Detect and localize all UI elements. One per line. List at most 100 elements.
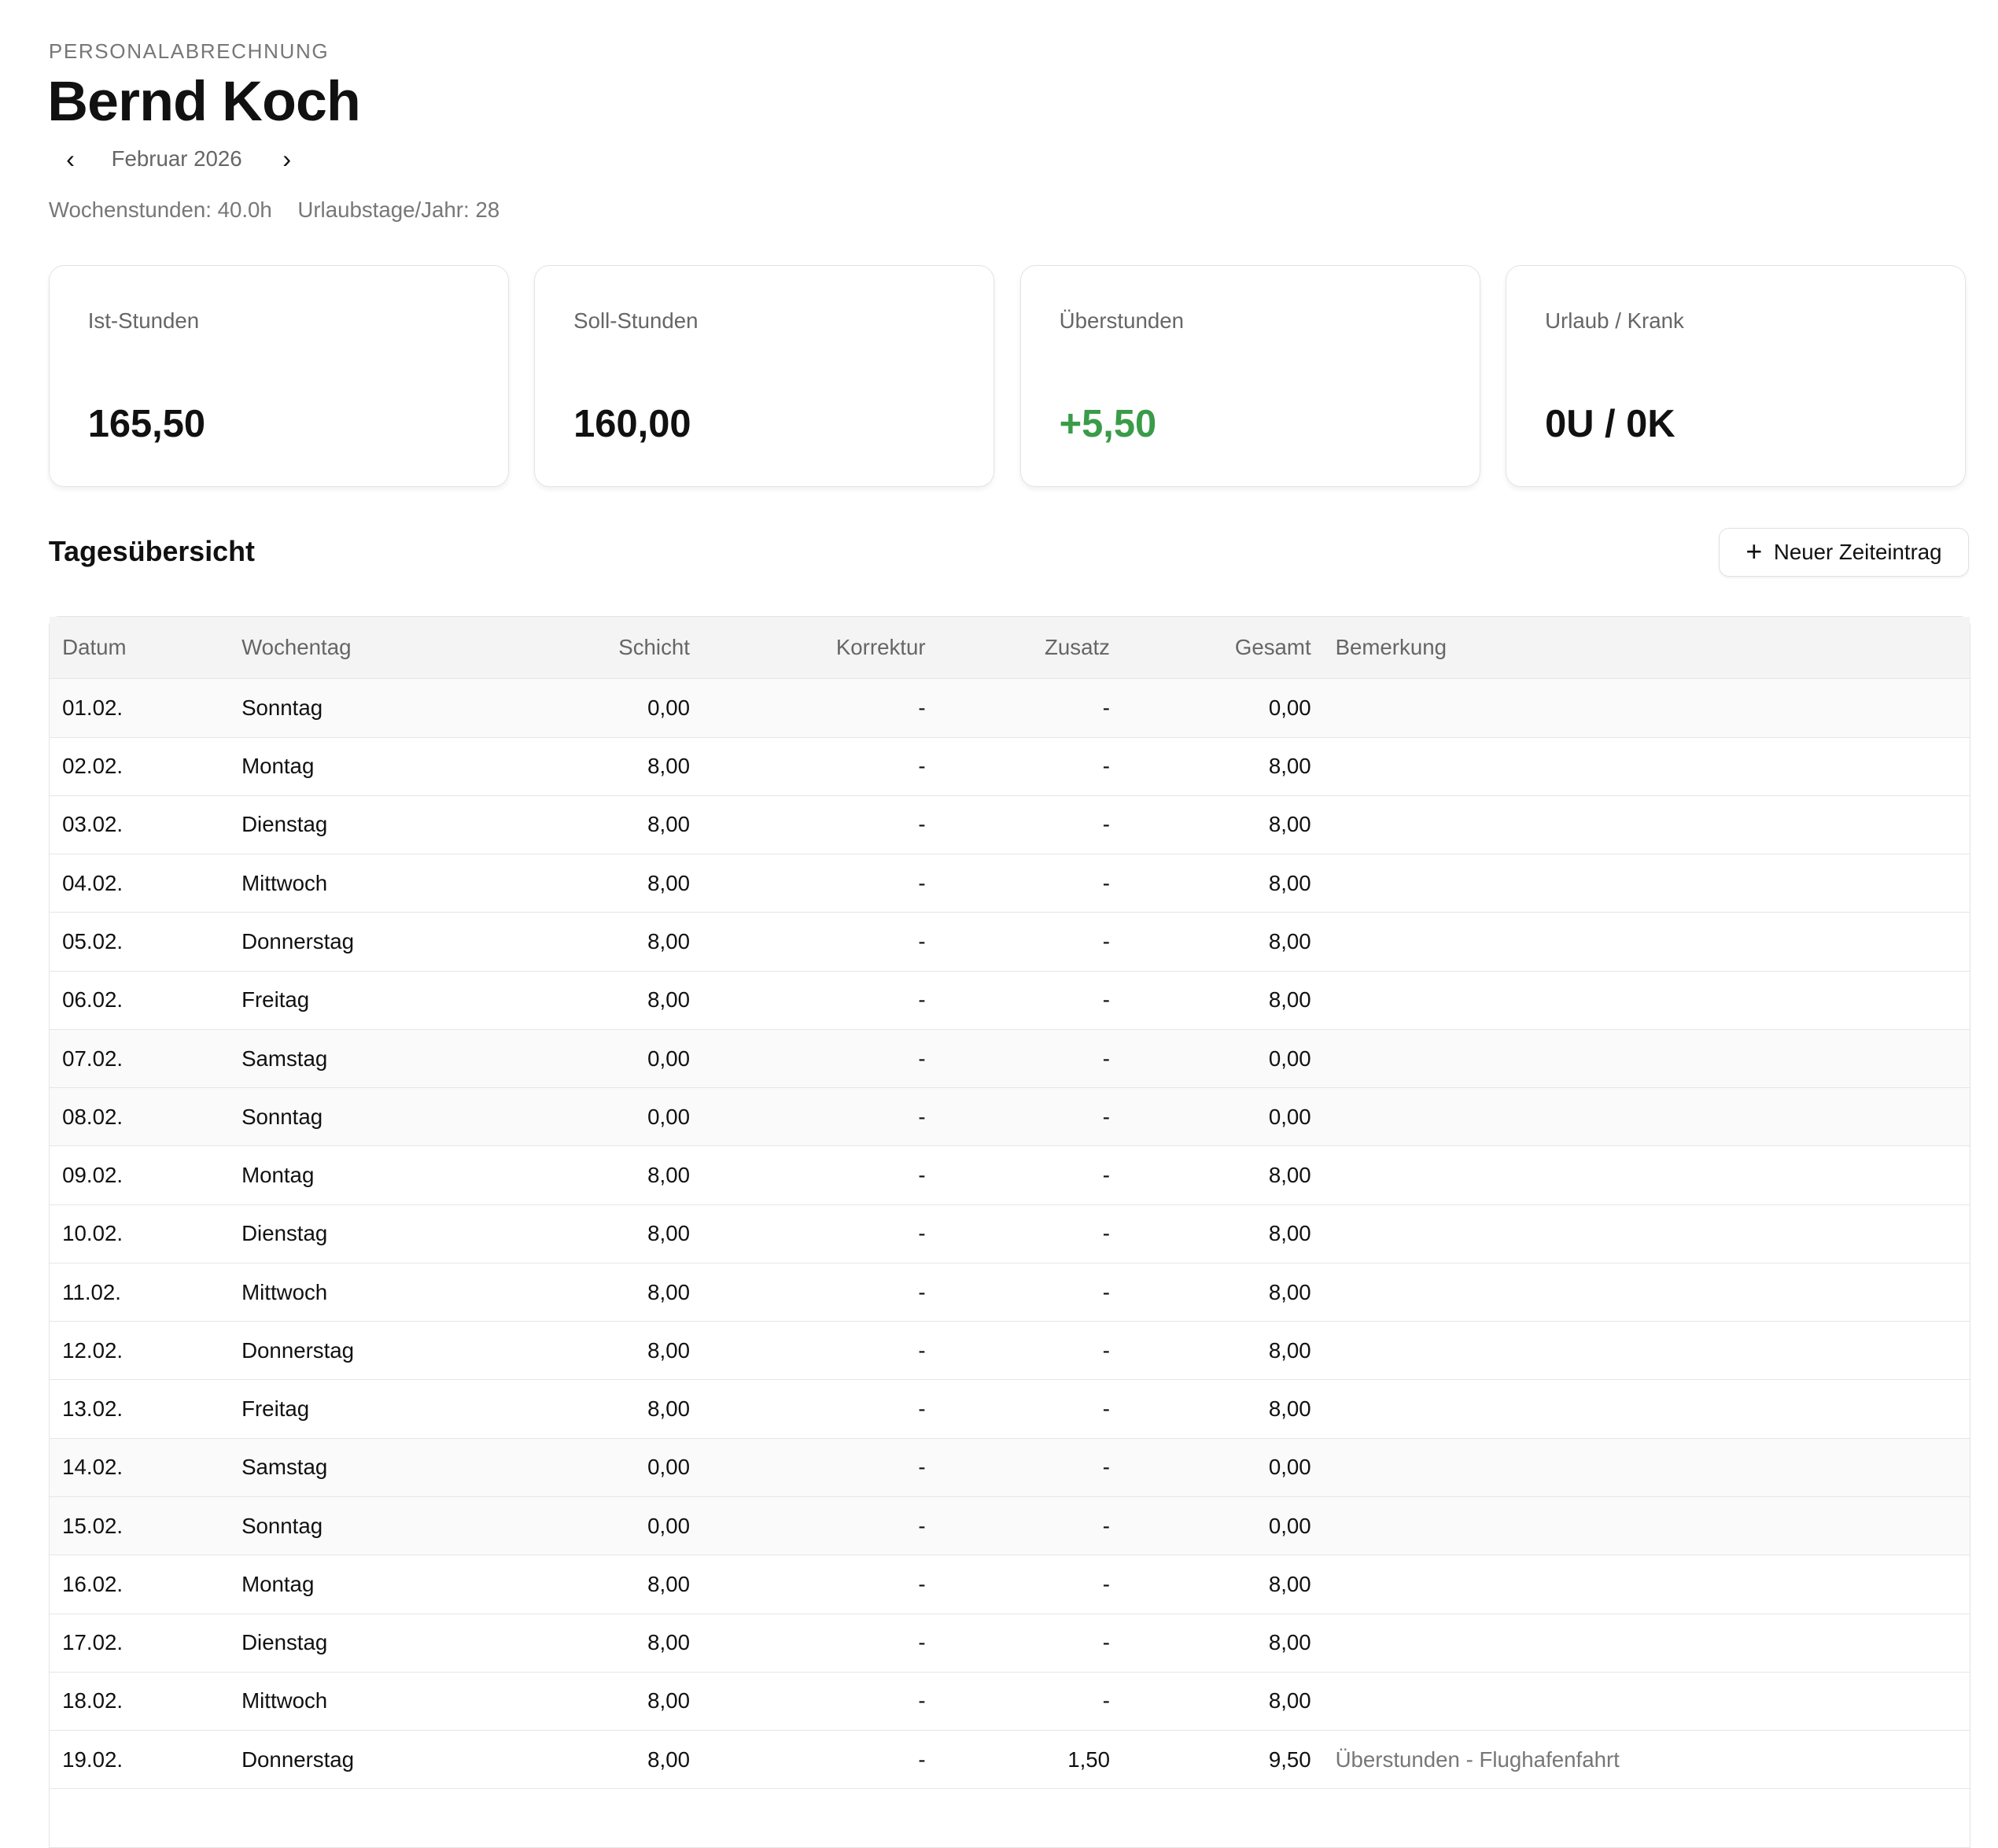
- chevron-left-icon[interactable]: ‹: [66, 144, 75, 173]
- cell-wochentag: Montag: [241, 754, 315, 779]
- column-header[interactable]: Bemerkung: [1335, 635, 1447, 660]
- table-row[interactable]: 03.02. Dienstag 8,00 - - 8,00: [49, 796, 1970, 855]
- column-header[interactable]: Korrektur: [835, 635, 926, 660]
- cell-wochentag: Mittwoch: [241, 870, 328, 895]
- cell-schicht: 8,00: [647, 754, 690, 779]
- cell-wochentag: Montag: [241, 1571, 315, 1596]
- table-header: Datum Wochentag Schicht Korrektur Zusatz Gesa…: [49, 617, 1970, 680]
- table-row[interactable]: 02.02. Montag 8,00 - - 8,00: [49, 738, 1970, 796]
- cell-datum: 07.02.: [62, 1046, 123, 1071]
- table-row[interactable]: 14.02. Samstag 0,00 - - 0,00: [49, 1438, 1970, 1498]
- cell-zusatz: -: [1102, 1046, 1111, 1071]
- table-row[interactable]: 13.02. Freitag 8,00 - - 8,00: [49, 1380, 1970, 1439]
- cell-datum: 05.02.: [62, 928, 123, 954]
- column-header[interactable]: Zusatz: [1045, 635, 1111, 660]
- vacation-days: Urlaubstage/Jahr: 28: [297, 197, 500, 222]
- cell-schicht: 8,00: [647, 870, 690, 895]
- cell-zusatz: -: [1102, 1279, 1111, 1304]
- cell-gesamt: 8,00: [1268, 812, 1311, 837]
- table-row[interactable]: 04.02. Mittwoch 8,00 - - 8,00: [49, 854, 1970, 913]
- cell-gesamt: 9,50: [1268, 1747, 1311, 1772]
- cell-datum: 02.02.: [62, 754, 123, 779]
- table-row[interactable]: 19.02. Donnerstag 8,00 - 1,50 9,50 Überstunden…: [49, 1731, 1970, 1790]
- table-row[interactable]: 09.02. Montag 8,00 - - 8,00: [49, 1146, 1970, 1205]
- table-row[interactable]: 17.02. Dienstag 8,00 - - 8,00: [49, 1614, 1970, 1673]
- cell-zusatz: -: [1102, 1688, 1111, 1713]
- cell-schicht: 8,00: [647, 987, 690, 1013]
- cell-wochentag: Dienstag: [241, 1221, 328, 1246]
- cell-korrektur: -: [918, 1279, 926, 1304]
- cell-gesamt: 8,00: [1268, 987, 1311, 1013]
- cell-schicht: 8,00: [647, 1337, 690, 1363]
- daily-table: Datum Wochentag Schicht Korrektur Zusatz Gesa…: [48, 616, 1970, 1848]
- cell-datum: 17.02.: [62, 1630, 123, 1655]
- cell-gesamt: 8,00: [1268, 1221, 1311, 1246]
- cell-wochentag: Dienstag: [241, 1630, 328, 1655]
- column-header[interactable]: Datum: [62, 635, 127, 660]
- cell-schicht: 0,00: [647, 1046, 690, 1071]
- cell-datum: 12.02.: [62, 1337, 123, 1363]
- cell-datum: 13.02.: [62, 1396, 123, 1422]
- cell-schicht: 8,00: [647, 1688, 690, 1713]
- cell-gesamt: 8,00: [1268, 754, 1311, 779]
- cell-datum: 01.02.: [62, 695, 123, 720]
- cell-zusatz: -: [1102, 928, 1111, 954]
- cell-wochentag: Donnerstag: [241, 1337, 355, 1363]
- table-row[interactable]: 11.02. Mittwoch 8,00 - - 8,00: [49, 1263, 1970, 1322]
- cell-zusatz: -: [1102, 1455, 1111, 1480]
- cell-gesamt: 8,00: [1268, 1279, 1311, 1304]
- cell-zusatz: -: [1102, 1104, 1111, 1129]
- chevron-right-icon[interactable]: ›: [282, 144, 292, 173]
- cell-zusatz: -: [1102, 870, 1111, 895]
- cell-wochentag: Sonntag: [241, 695, 323, 720]
- card-urlaub-krank: Urlaub / Krank 0U / 0K: [1506, 265, 1967, 488]
- cell-zusatz: -: [1102, 1396, 1111, 1422]
- new-time-entry-button[interactable]: + Neuer Zeiteintrag: [1719, 527, 1969, 577]
- cell-zusatz: -: [1102, 812, 1111, 837]
- card-value: 0U / 0K: [1545, 402, 1675, 445]
- cell-zusatz: -: [1102, 987, 1111, 1013]
- column-header[interactable]: Schicht: [618, 635, 690, 660]
- column-header[interactable]: Gesamt: [1234, 635, 1311, 660]
- cell-gesamt: 8,00: [1268, 1571, 1311, 1596]
- cell-datum: 08.02.: [62, 1104, 123, 1129]
- cell-schicht: 0,00: [647, 1104, 690, 1129]
- cell-wochentag: Samstag: [241, 1046, 328, 1071]
- table-row[interactable]: 06.02. Freitag 8,00 - - 8,00: [49, 972, 1970, 1030]
- card-ist-stunden: Ist-Stunden 165,50: [48, 265, 509, 488]
- cell-korrektur: -: [918, 987, 926, 1013]
- table-row[interactable]: [49, 1789, 1970, 1848]
- cell-schicht: 8,00: [647, 1571, 690, 1596]
- eyebrow-label: PERSONALABRECHNUNG: [48, 39, 330, 64]
- cell-korrektur: -: [918, 1046, 926, 1071]
- cell-gesamt: 8,00: [1268, 928, 1311, 954]
- cell-wochentag: Dienstag: [241, 812, 328, 837]
- table-row[interactable]: 15.02. Sonntag 0,00 - - 0,00: [49, 1497, 1970, 1556]
- table-row[interactable]: 10.02. Dienstag 8,00 - - 8,00: [49, 1205, 1970, 1263]
- cell-wochentag: Montag: [241, 1163, 315, 1188]
- cell-gesamt: 0,00: [1268, 695, 1311, 720]
- cell-zusatz: -: [1102, 695, 1111, 720]
- cell-wochentag: Donnerstag: [241, 928, 355, 954]
- table-row[interactable]: 01.02. Sonntag 0,00 - - 0,00: [49, 679, 1970, 738]
- table-row[interactable]: 05.02. Donnerstag 8,00 - - 8,00: [49, 913, 1970, 972]
- table-row[interactable]: 16.02. Montag 8,00 - - 8,00: [49, 1555, 1970, 1614]
- button-label: Neuer Zeiteintrag: [1773, 539, 1942, 564]
- table-row[interactable]: 12.02. Donnerstag 8,00 - - 8,00: [49, 1322, 1970, 1381]
- cell-schicht: 8,00: [647, 1279, 690, 1304]
- cell-wochentag: Mittwoch: [241, 1279, 328, 1304]
- cell-bemerkung: Überstunden - Flughafenfahrt: [1335, 1747, 1620, 1772]
- table-row[interactable]: 08.02. Sonntag 0,00 - - 0,00: [49, 1088, 1970, 1147]
- cell-korrektur: -: [918, 870, 926, 895]
- cell-wochentag: Freitag: [241, 1396, 310, 1422]
- card-ueberstunden: Überstunden +5,50: [1019, 265, 1480, 488]
- column-header[interactable]: Wochentag: [241, 635, 352, 660]
- table-row[interactable]: 07.02. Samstag 0,00 - - 0,00: [49, 1029, 1970, 1089]
- page-title: Bernd Koch: [47, 69, 361, 133]
- table-row[interactable]: 18.02. Mittwoch 8,00 - - 8,00: [49, 1673, 1970, 1732]
- cell-korrektur: -: [918, 1455, 926, 1480]
- cell-wochentag: Sonntag: [241, 1513, 323, 1538]
- cell-korrektur: -: [918, 754, 926, 779]
- cell-korrektur: -: [918, 1337, 926, 1363]
- cell-zusatz: -: [1102, 1337, 1111, 1363]
